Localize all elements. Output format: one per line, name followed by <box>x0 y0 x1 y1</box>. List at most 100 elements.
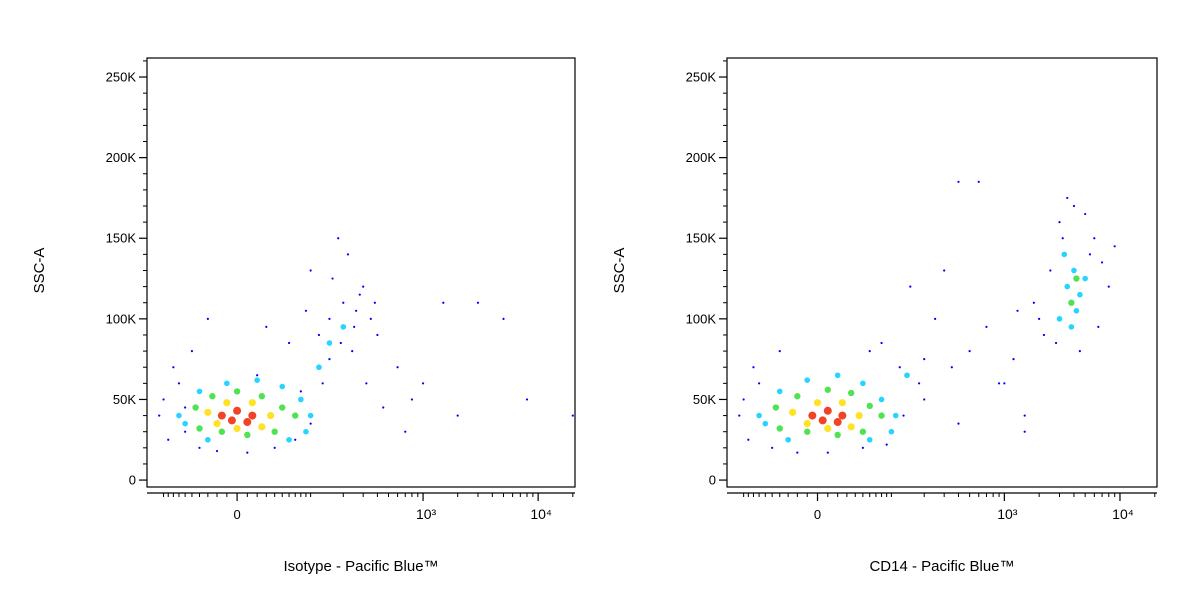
data-point <box>303 428 309 435</box>
data-point <box>273 446 276 449</box>
data-point <box>1042 333 1046 337</box>
y-tick-label: 200K <box>106 150 137 165</box>
x-tick-label: 0 <box>814 507 821 522</box>
y-tick-label: 100K <box>106 311 137 326</box>
data-point <box>167 438 170 441</box>
data-point <box>376 333 379 337</box>
y-tick-label: 0 <box>709 473 716 488</box>
data-point <box>957 422 960 425</box>
data-point <box>215 449 219 453</box>
data-point <box>1056 316 1063 322</box>
data-point <box>265 325 268 329</box>
x-tick-label: 10³ <box>416 506 437 522</box>
data-point <box>190 349 194 353</box>
data-point <box>456 414 459 417</box>
data-point <box>184 430 187 433</box>
data-point <box>286 436 292 443</box>
data-point <box>396 366 399 369</box>
data-point <box>838 411 847 420</box>
data-point <box>860 380 866 387</box>
data-point <box>1072 204 1076 208</box>
data-point <box>213 420 221 428</box>
data-point <box>227 416 236 425</box>
data-point <box>328 317 331 320</box>
data-point <box>917 382 921 385</box>
data-point <box>834 372 841 379</box>
data-point <box>267 411 275 420</box>
data-point <box>476 301 480 304</box>
x-axis-label: Isotype - Pacific Blue™ <box>283 558 438 575</box>
data-point <box>808 411 817 420</box>
data-point <box>196 425 203 432</box>
data-point <box>1038 317 1041 320</box>
data-point <box>373 301 376 304</box>
data-point <box>298 396 304 403</box>
data-point <box>902 414 905 417</box>
data-point <box>977 180 980 183</box>
data-point <box>172 366 175 369</box>
data-point <box>351 349 354 353</box>
data-point <box>794 393 801 400</box>
data-point <box>866 402 873 410</box>
data-point <box>525 398 529 401</box>
data-point <box>233 406 242 415</box>
data-point <box>292 412 299 419</box>
data-point <box>826 451 829 454</box>
data-point <box>279 383 286 390</box>
data-point <box>184 406 187 409</box>
data-point <box>1082 275 1088 282</box>
data-point <box>778 349 781 353</box>
data-point <box>353 325 356 329</box>
data-point <box>813 399 822 407</box>
data-point <box>866 436 873 443</box>
data-point <box>362 285 365 288</box>
data-point <box>747 438 750 441</box>
data-point <box>834 431 841 439</box>
data-point <box>1066 196 1069 200</box>
data-point <box>752 366 755 369</box>
data-point <box>1032 301 1035 304</box>
data-point <box>1077 291 1083 298</box>
data-point <box>847 389 855 397</box>
data-point <box>217 411 226 420</box>
data-point <box>337 237 340 240</box>
data-point <box>823 406 832 415</box>
data-point <box>1100 261 1104 264</box>
data-point <box>1016 309 1019 312</box>
data-point <box>158 414 161 417</box>
data-point <box>339 341 342 345</box>
data-point <box>328 358 331 361</box>
data-point <box>244 431 251 439</box>
data-point <box>934 317 937 320</box>
data-point <box>1113 245 1116 248</box>
data-point <box>985 325 988 329</box>
data-point <box>317 333 321 337</box>
data-point <box>762 420 769 427</box>
data-point <box>279 404 286 411</box>
data-point <box>218 428 226 435</box>
y-tick-label: 150K <box>106 231 137 246</box>
data-point <box>1058 221 1061 224</box>
data-point <box>859 428 867 435</box>
data-point <box>1088 253 1092 256</box>
data-point <box>997 382 1001 385</box>
data-point <box>342 301 345 304</box>
data-point <box>346 253 350 256</box>
x-tick-label: 10⁴ <box>1112 506 1134 522</box>
y-tick-label: 200K <box>686 150 717 165</box>
data-point <box>243 418 252 427</box>
data-point <box>294 438 297 441</box>
data-point <box>756 412 762 419</box>
data-point <box>1054 341 1058 345</box>
data-point <box>804 428 811 435</box>
data-point <box>892 412 899 419</box>
data-point <box>258 423 266 431</box>
data-point <box>776 388 783 395</box>
data-point <box>968 349 971 353</box>
data-point <box>196 388 203 395</box>
data-point <box>421 382 425 385</box>
data-point <box>365 382 368 385</box>
data-point <box>1071 267 1077 274</box>
x-axis-label: CD14 - Pacific Blue™ <box>869 558 1014 575</box>
